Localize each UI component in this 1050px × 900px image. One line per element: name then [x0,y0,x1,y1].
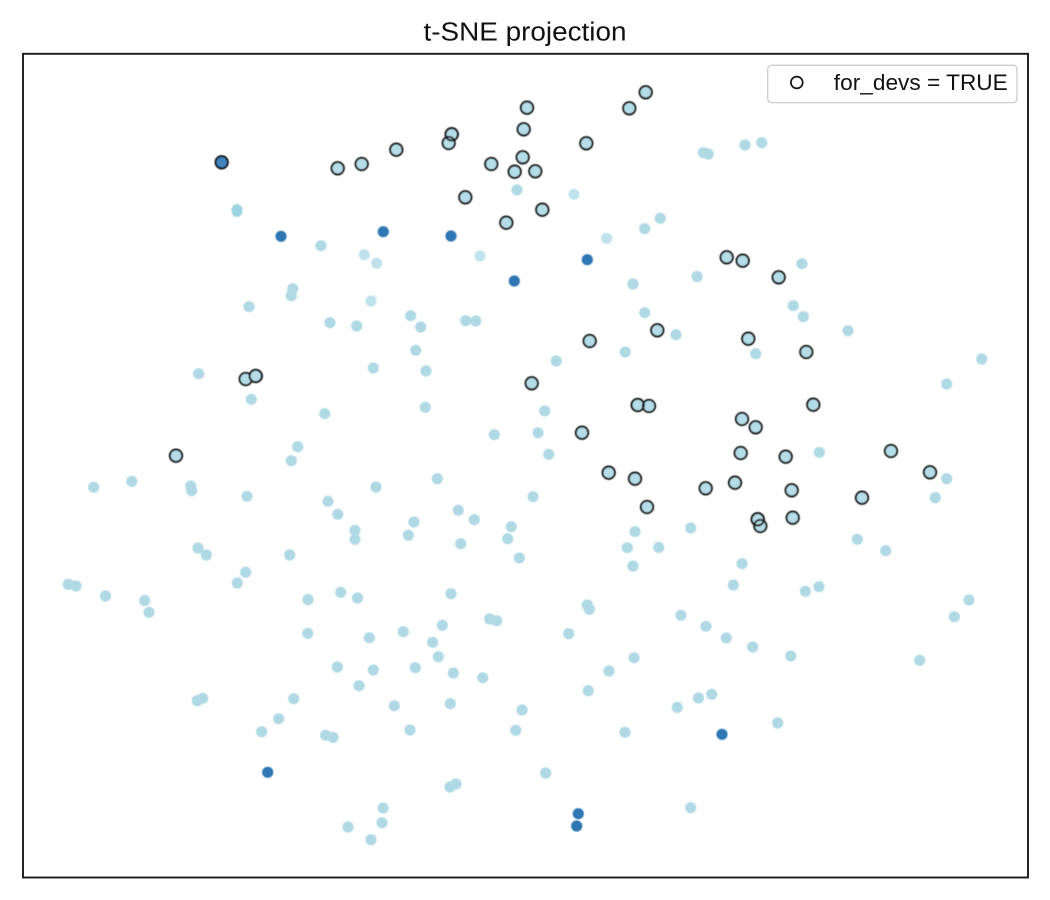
svg-text:for_devs = TRUE: for_devs = TRUE [834,70,1008,95]
svg-text:t-SNE projection: t-SNE projection [424,19,627,47]
